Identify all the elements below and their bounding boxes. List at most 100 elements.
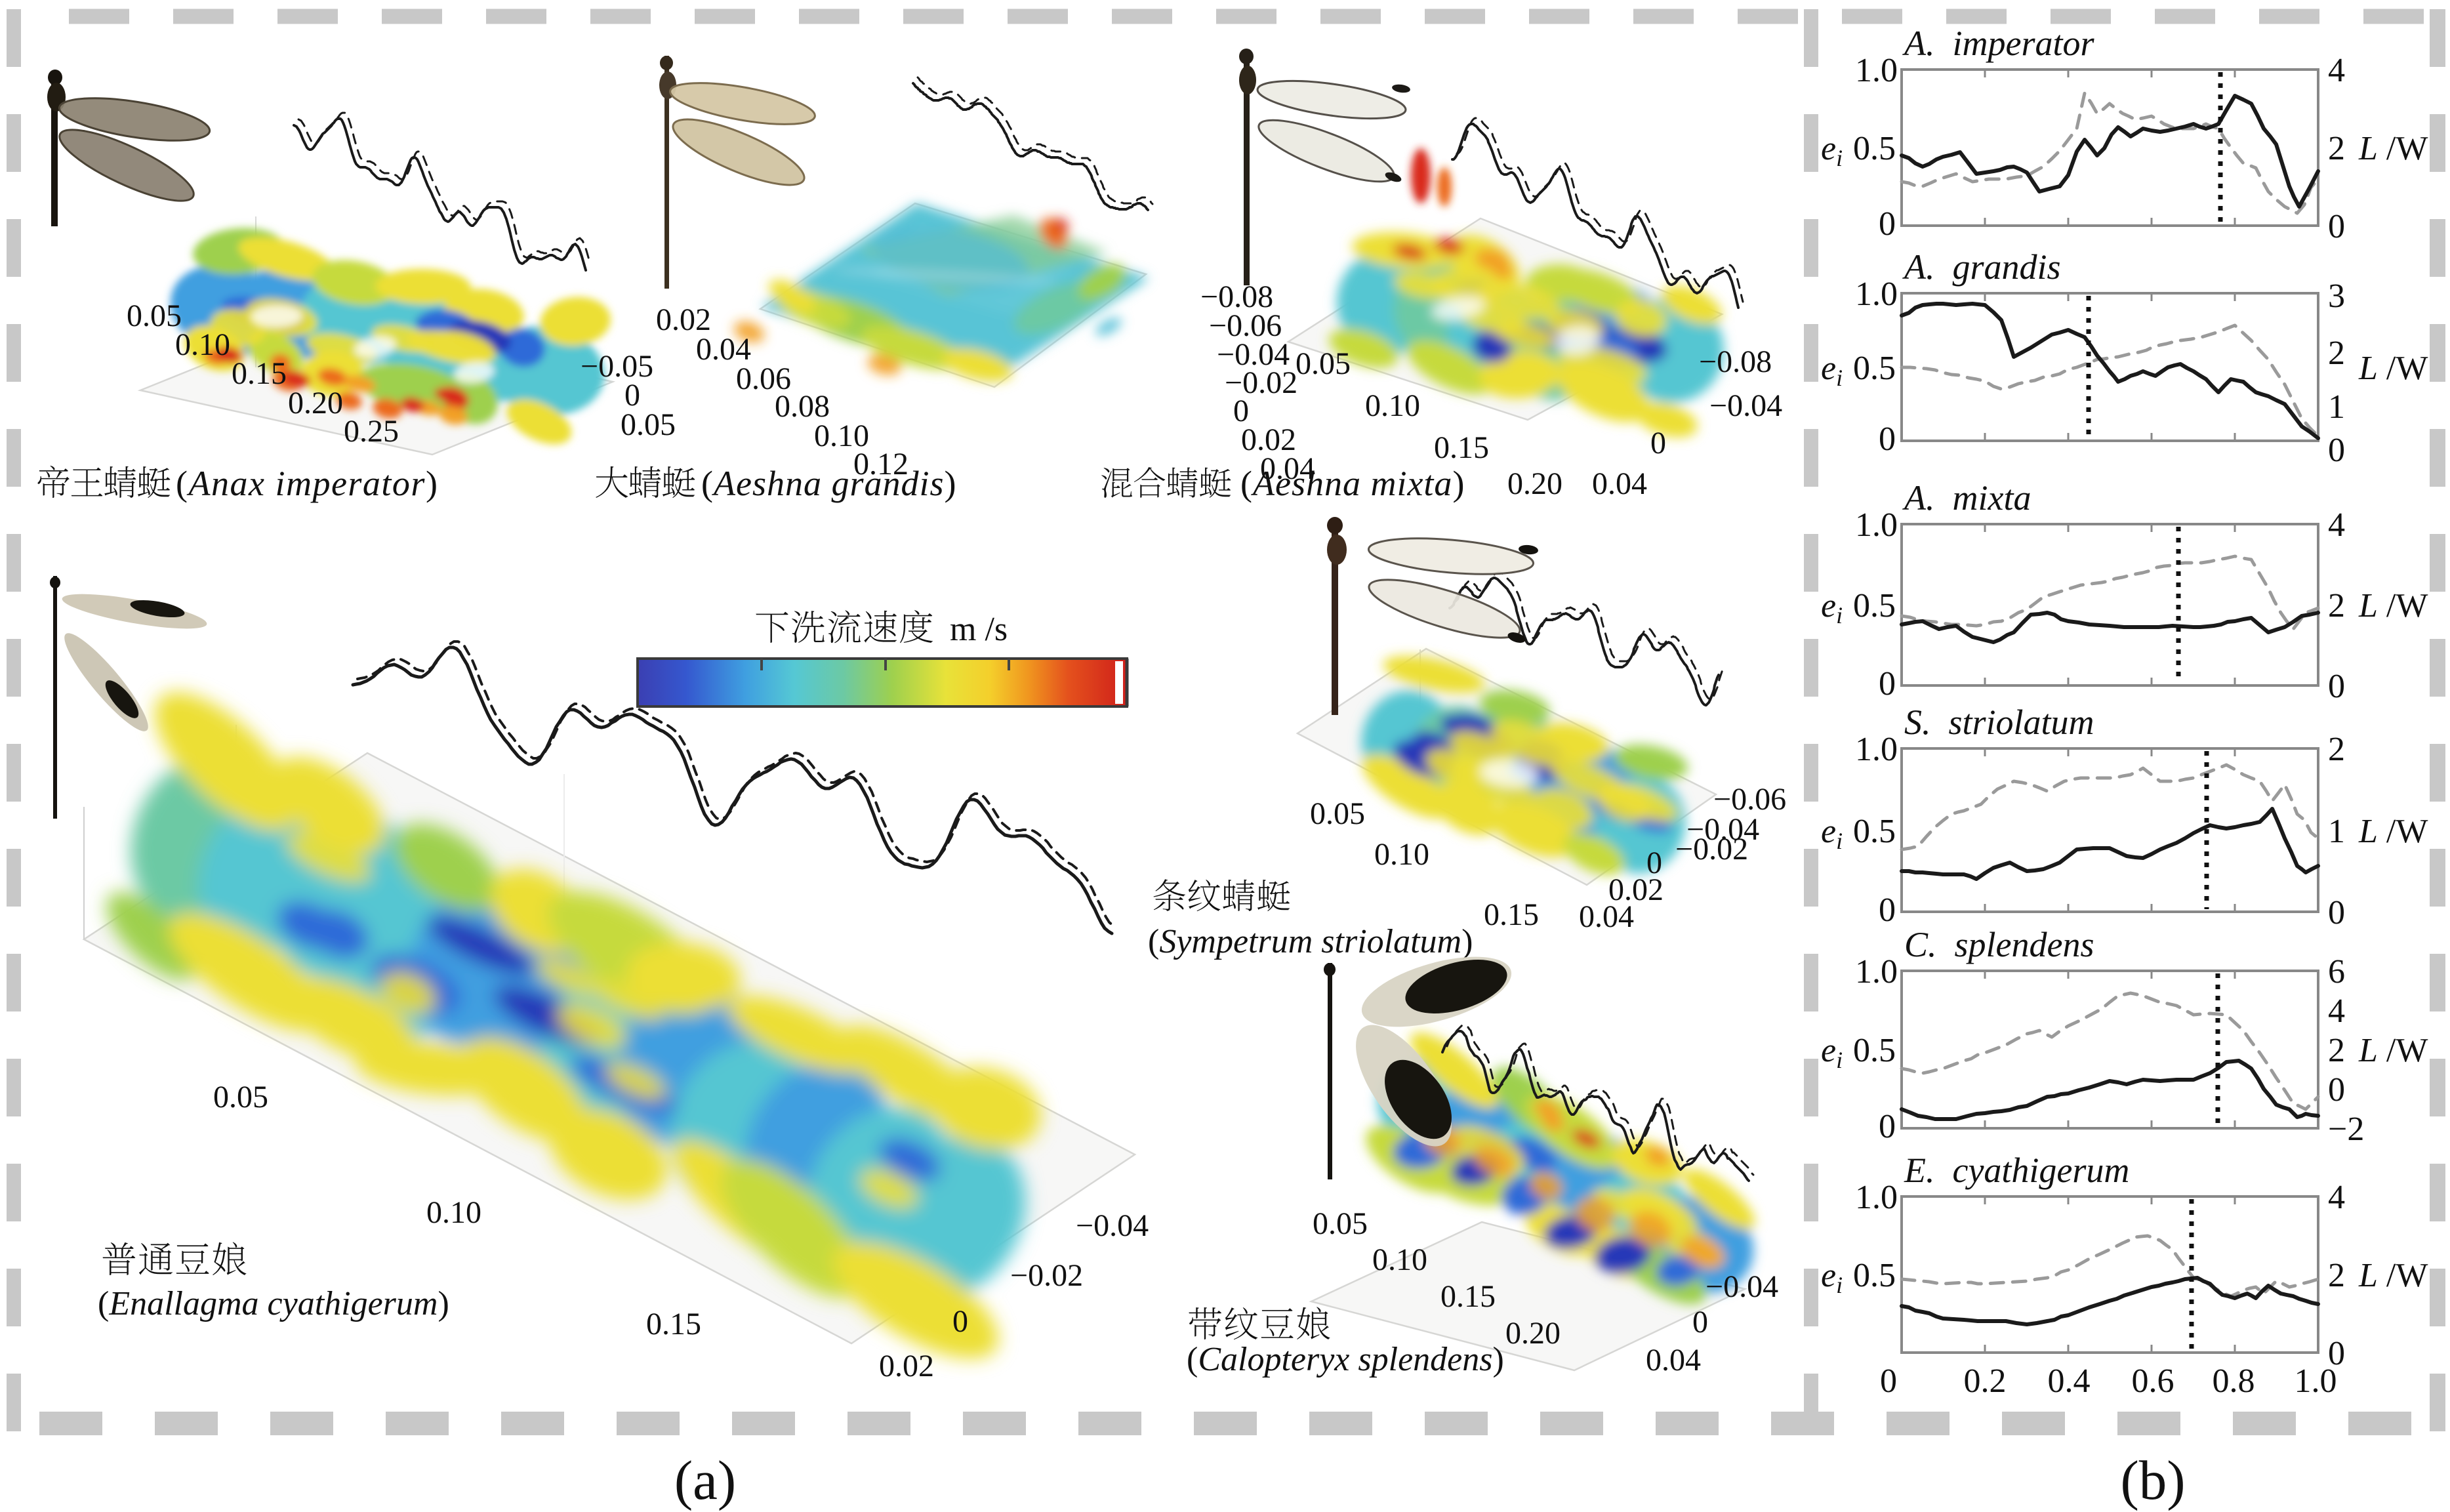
svg-text:(Aeshna mixta): (Aeshna mixta) [1240,464,1465,503]
svg-text:0.10: 0.10 [814,419,869,453]
svg-text:ei: ei [1821,1257,1843,1298]
svg-text:A. grandis: A. grandis [1902,247,2061,287]
svg-text:1.0: 1.0 [2295,1362,2337,1400]
svg-text:3: 3 [2328,277,2345,315]
svg-text:−0.05: −0.05 [581,349,653,384]
svg-text:4: 4 [2328,506,2345,544]
svg-text:0: 0 [1692,1305,1708,1339]
svg-text:0.08: 0.08 [775,389,830,424]
svg-text:−0.08: −0.08 [1200,279,1273,314]
svg-text:0.8: 0.8 [2213,1362,2255,1400]
svg-text:0.15: 0.15 [232,356,287,391]
svg-text:(Calopteryx splendens): (Calopteryx splendens) [1187,1341,1504,1378]
svg-text:−0.04: −0.04 [1709,388,1782,423]
svg-text:S. striolatum: S. striolatum [1904,703,2094,742]
svg-text:A. mixta: A. mixta [1902,478,2031,518]
svg-text:0.2: 0.2 [1964,1362,2007,1400]
svg-text:−0.04: −0.04 [1686,812,1759,847]
svg-text:0: 0 [1879,891,1896,929]
svg-text:L /W: L /W [2358,350,2428,387]
svg-text:0: 0 [624,378,640,413]
svg-text:−0.02: −0.02 [1675,832,1748,867]
svg-text:0.05: 0.05 [127,298,182,333]
svg-text:0.15: 0.15 [646,1307,701,1341]
svg-text:0.02: 0.02 [1608,872,1664,907]
svg-text:m /s: m /s [950,611,1008,648]
svg-text:0.4: 0.4 [2048,1362,2091,1400]
svg-text:0: 0 [2328,208,2345,245]
svg-text:0: 0 [2328,1335,2345,1372]
svg-text:0.04: 0.04 [1579,899,1634,934]
svg-text:0: 0 [952,1304,968,1339]
svg-text:4: 4 [2328,992,2345,1030]
svg-text:0: 0 [2328,668,2345,705]
svg-text:1.0: 1.0 [1855,506,1898,544]
svg-text:0.15: 0.15 [1434,430,1489,465]
svg-text:0.02: 0.02 [1241,422,1296,457]
svg-text:0: 0 [1646,846,1662,880]
svg-text:0.05: 0.05 [1313,1206,1368,1241]
svg-text:2: 2 [2328,587,2345,624]
svg-text:−0.06: −0.06 [1713,782,1786,817]
svg-text:0.05: 0.05 [621,407,676,442]
svg-text:(Aeshna grandis): (Aeshna grandis) [701,464,956,503]
svg-text:0.05: 0.05 [1310,796,1365,831]
svg-text:0: 0 [1879,1108,1896,1145]
svg-text:0: 0 [1879,420,1896,458]
svg-text:C. splendens: C. splendens [1904,925,2094,964]
svg-text:(Enallagma cyathigerum): (Enallagma cyathigerum) [98,1285,449,1322]
svg-text:0.5: 0.5 [1853,813,1896,850]
svg-text:0: 0 [2328,432,2345,469]
svg-text:ei: ei [1821,1032,1843,1073]
svg-text:0.06: 0.06 [736,361,791,396]
svg-text:L /W: L /W [2358,130,2428,167]
svg-text:0.5: 0.5 [1853,130,1896,167]
svg-text:1.0: 1.0 [1855,52,1898,89]
svg-text:1.0: 1.0 [1855,953,1898,991]
svg-text:L /W: L /W [2358,1032,2428,1069]
svg-text:0.04: 0.04 [1646,1343,1701,1378]
svg-text:0.5: 0.5 [1853,350,1896,387]
svg-text:0.5: 0.5 [1853,1032,1896,1069]
svg-text:0.20: 0.20 [1507,466,1562,501]
svg-text:−0.02: −0.02 [1225,365,1297,400]
svg-text:2: 2 [2328,130,2345,167]
svg-text:0.12: 0.12 [853,447,909,481]
svg-text:2: 2 [2328,335,2345,372]
svg-text:E. cyathigerum: E. cyathigerum [1904,1151,2129,1190]
svg-text:0: 0 [1879,665,1896,703]
svg-text:0: 0 [1233,394,1249,428]
svg-text:0: 0 [2328,894,2345,931]
svg-text:6: 6 [2328,953,2345,991]
svg-text:A. imperator: A. imperator [1902,24,2094,63]
svg-text:(a): (a) [674,1450,736,1511]
svg-text:L /W: L /W [2358,587,2428,624]
svg-text:4: 4 [2328,1179,2345,1216]
svg-text:0.10: 0.10 [1372,1242,1427,1277]
svg-text:0.05: 0.05 [213,1080,268,1114]
svg-text:1: 1 [2328,813,2345,850]
svg-text:0.04: 0.04 [696,332,751,367]
svg-text:0: 0 [2328,1071,2345,1109]
svg-text:0.04: 0.04 [1592,466,1647,501]
svg-text:ei: ei [1821,587,1843,628]
svg-text:0.5: 0.5 [1853,587,1896,624]
svg-text:1.0: 1.0 [1855,276,1898,313]
svg-text:0.05: 0.05 [1296,346,1351,381]
svg-text:ei: ei [1821,130,1843,171]
svg-text:0.10: 0.10 [1374,837,1429,872]
svg-text:0.02: 0.02 [879,1349,934,1383]
svg-text:−0.08: −0.08 [1699,344,1772,379]
svg-text:2: 2 [2328,731,2345,768]
svg-text:0.25: 0.25 [344,414,399,449]
svg-text:0.6: 0.6 [2132,1362,2174,1400]
svg-text:4: 4 [2328,52,2345,89]
svg-text:1.0: 1.0 [1855,1179,1898,1216]
svg-text:L /W: L /W [2358,1257,2428,1294]
svg-text:−0.02: −0.02 [1010,1258,1083,1293]
svg-text:0.02: 0.02 [656,302,711,337]
svg-text:−0.04: −0.04 [1076,1208,1149,1243]
svg-text:ei: ei [1821,350,1843,391]
svg-text:0.04: 0.04 [1260,451,1315,486]
svg-text:2: 2 [2328,1257,2345,1294]
